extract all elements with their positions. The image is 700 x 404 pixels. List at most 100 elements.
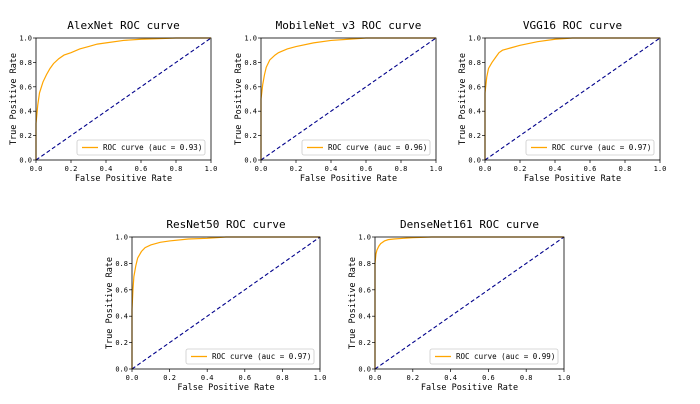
- legend-label: ROC curve (auc = 0.96): [328, 143, 427, 152]
- y-tick-label: 0.2: [244, 132, 257, 140]
- x-tick-label: 0.2: [163, 374, 176, 382]
- y-tick-label: 0.6: [115, 286, 128, 294]
- plot-frame: [35, 37, 212, 161]
- chance-diagonal-line: [35, 37, 212, 161]
- y-tick-label: 0.2: [115, 339, 128, 347]
- x-tick-label: 0.6: [238, 374, 251, 382]
- x-tick-label: 0.2: [514, 165, 527, 173]
- x-axis-label: False Positive Rate: [177, 383, 274, 393]
- x-tick-label: 0.2: [406, 374, 419, 382]
- plot-frame: [260, 37, 437, 161]
- x-tick-label: 0.8: [395, 165, 408, 173]
- legend-box: [301, 139, 431, 156]
- y-tick-label: 0.6: [244, 83, 257, 91]
- chart-title: VGG16 ROC curve: [523, 19, 622, 32]
- y-axis-label: True Positive Rate: [234, 53, 244, 145]
- legend-label: ROC curve (auc = 0.93): [103, 143, 202, 152]
- y-tick-label: 0.0: [19, 157, 32, 165]
- y-axis-label: True Positive Rate: [9, 53, 19, 145]
- y-axis-label: True Positive Rate: [458, 53, 468, 145]
- x-tick-label: 0.8: [170, 165, 183, 173]
- x-tick-label: 0.2: [65, 165, 78, 173]
- y-tick-label: 0.0: [244, 157, 257, 165]
- roc-curve-line: [260, 37, 436, 160]
- x-tick-label: 0.6: [135, 165, 148, 173]
- legend-box: [76, 139, 206, 156]
- y-tick-label: 1.0: [468, 35, 481, 43]
- x-tick-label: 0.2: [290, 165, 303, 173]
- x-tick-label: 0.8: [619, 165, 632, 173]
- legend-box: [429, 348, 559, 365]
- x-tick-label: 0.0: [479, 165, 492, 173]
- x-tick-label: 0.6: [360, 165, 373, 173]
- plot-frame: [484, 37, 661, 161]
- x-tick-label: 1.0: [205, 165, 218, 173]
- x-tick-label: 0.0: [369, 374, 382, 382]
- chart-title: AlexNet ROC curve: [67, 19, 180, 32]
- y-tick-label: 0.4: [115, 313, 128, 321]
- y-tick-label: 0.6: [358, 286, 371, 294]
- plot-frame: [131, 236, 321, 370]
- x-axis-label: False Positive Rate: [421, 383, 518, 393]
- plot-frame: [374, 236, 565, 370]
- y-axis-label: True Positive Rate: [348, 257, 358, 349]
- x-tick-label: 0.4: [100, 165, 113, 173]
- x-tick-label: 0.4: [325, 165, 338, 173]
- x-tick-label: 0.8: [520, 374, 533, 382]
- legend-box: [525, 139, 655, 156]
- y-tick-label: 0.6: [468, 83, 481, 91]
- chart-title: ResNet50 ROC curve: [166, 218, 285, 231]
- y-tick-label: 0.4: [468, 108, 481, 116]
- y-tick-label: 1.0: [358, 234, 371, 242]
- y-tick-label: 0.0: [358, 366, 371, 374]
- y-tick-label: 1.0: [19, 35, 32, 43]
- x-tick-label: 0.6: [482, 374, 495, 382]
- chance-diagonal-line: [260, 37, 437, 161]
- y-tick-label: 0.8: [115, 260, 128, 268]
- y-tick-label: 0.0: [468, 157, 481, 165]
- chance-diagonal-line: [484, 37, 661, 161]
- x-tick-label: 1.0: [430, 165, 443, 173]
- legend-box: [185, 348, 315, 365]
- x-tick-label: 0.8: [276, 374, 289, 382]
- chart-title: MobileNet_v3 ROC curve: [276, 19, 422, 32]
- y-tick-label: 0.8: [19, 59, 32, 67]
- y-tick-label: 0.0: [115, 366, 128, 374]
- x-axis-label: False Positive Rate: [75, 174, 172, 184]
- y-tick-label: 0.2: [19, 132, 32, 140]
- x-axis-label: False Positive Rate: [524, 174, 621, 184]
- x-tick-label: 0.0: [126, 374, 139, 382]
- x-tick-label: 1.0: [558, 374, 571, 382]
- y-axis-label: True Positive Rate: [105, 257, 115, 349]
- y-tick-label: 0.8: [244, 59, 257, 67]
- roc-curve-line: [35, 37, 211, 160]
- x-tick-label: 1.0: [314, 374, 327, 382]
- x-tick-label: 0.6: [584, 165, 597, 173]
- x-axis-label: False Positive Rate: [300, 174, 397, 184]
- legend-label: ROC curve (auc = 0.97): [212, 352, 311, 361]
- chance-diagonal-line: [374, 236, 565, 370]
- y-tick-label: 1.0: [115, 234, 128, 242]
- y-tick-label: 0.8: [468, 59, 481, 67]
- x-tick-label: 0.4: [549, 165, 562, 173]
- y-tick-label: 0.2: [358, 339, 371, 347]
- y-tick-label: 0.4: [19, 108, 32, 116]
- x-tick-label: 0.0: [255, 165, 268, 173]
- x-tick-label: 0.4: [201, 374, 214, 382]
- chance-diagonal-line: [131, 236, 321, 370]
- x-tick-label: 0.0: [30, 165, 43, 173]
- x-tick-label: 0.4: [444, 374, 457, 382]
- y-tick-label: 0.4: [358, 313, 371, 321]
- legend-label: ROC curve (auc = 0.97): [552, 143, 651, 152]
- y-tick-label: 1.0: [244, 35, 257, 43]
- y-tick-label: 0.2: [468, 132, 481, 140]
- y-tick-label: 0.8: [358, 260, 371, 268]
- y-tick-label: 0.6: [19, 83, 32, 91]
- legend-label: ROC curve (auc = 0.99): [456, 352, 555, 361]
